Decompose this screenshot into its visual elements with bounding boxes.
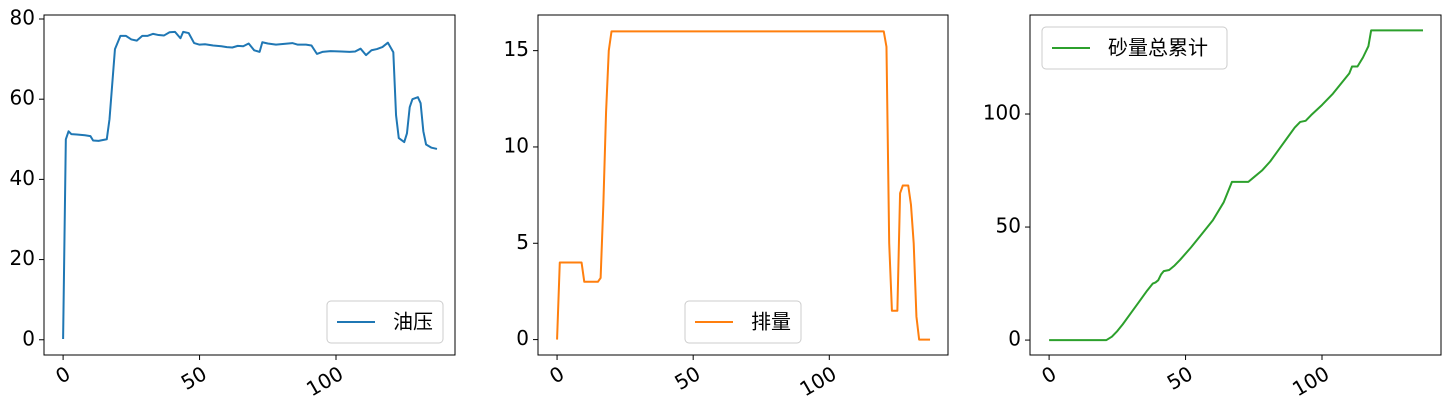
y-tick-label: 20	[10, 246, 35, 270]
legend: 砂量总累计	[1041, 26, 1228, 70]
x-tick-label: 50	[177, 361, 211, 395]
x-tick-label: 0	[51, 361, 74, 388]
y-tick-label: 0	[22, 326, 35, 350]
y-tick-label: 5	[516, 230, 529, 254]
legend-label: 砂量总累计	[1108, 36, 1208, 60]
data-line	[62, 30, 438, 339]
legend-box	[326, 300, 444, 344]
x-tick-label: 100	[302, 361, 347, 401]
axes-frame	[43, 14, 456, 356]
legend-label: 排量	[751, 310, 791, 334]
axes-frame	[1029, 14, 1442, 356]
legend-label: 油压	[393, 310, 433, 334]
y-tick-label: 15	[504, 37, 529, 61]
y-tick-label: 100	[983, 101, 1021, 125]
x-tick-label: 100	[1288, 361, 1333, 401]
x-tick-label: 0	[545, 361, 568, 388]
x-tick-label: 50	[670, 361, 704, 395]
axes-frame	[537, 14, 949, 356]
data-line	[556, 30, 931, 341]
x-tick-label: 50	[1163, 361, 1197, 395]
legend: 油压	[326, 300, 444, 344]
legend-box	[684, 300, 802, 344]
y-tick-label: 60	[10, 86, 35, 110]
y-tick-label: 10	[504, 133, 529, 157]
x-tick-label: 100	[795, 361, 840, 401]
y-tick-label: 80	[10, 6, 35, 30]
y-tick-label: 40	[10, 166, 35, 190]
legend: 排量	[684, 300, 802, 344]
legend-box	[1041, 26, 1228, 70]
x-tick-label: 0	[1037, 361, 1060, 388]
data-line	[1049, 29, 1423, 342]
y-tick-label: 0	[1008, 327, 1021, 351]
y-tick-label: 50	[996, 214, 1021, 238]
y-tick-label: 0	[516, 326, 529, 350]
